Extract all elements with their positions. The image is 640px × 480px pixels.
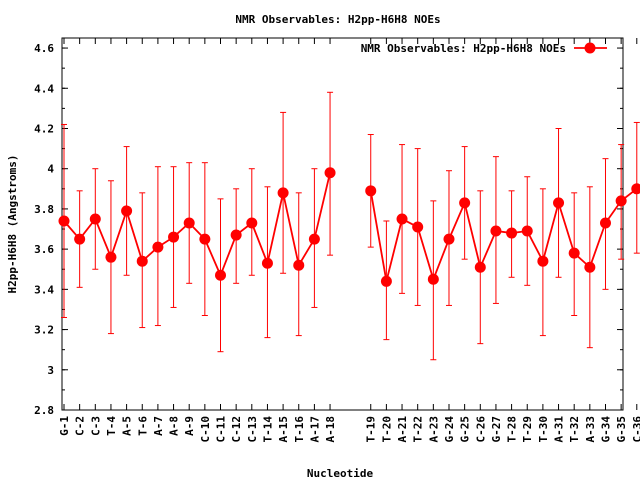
data-point bbox=[121, 205, 133, 217]
y-tick-label: 3.8 bbox=[34, 203, 54, 216]
data-point bbox=[261, 257, 273, 269]
data-point bbox=[599, 217, 611, 229]
data-point bbox=[537, 255, 549, 267]
x-tick-label: C-11 bbox=[215, 416, 228, 443]
x-tick-label: A-9 bbox=[183, 416, 196, 436]
data-point bbox=[215, 269, 226, 281]
data-point bbox=[308, 233, 320, 245]
x-tick-label: T-16 bbox=[293, 416, 306, 443]
y-tick-label: 4.2 bbox=[34, 122, 54, 135]
data-point bbox=[58, 215, 70, 227]
data-point bbox=[615, 195, 627, 207]
data-point bbox=[152, 241, 164, 253]
data-point bbox=[412, 221, 424, 233]
data-point bbox=[74, 233, 86, 245]
legend-marker bbox=[584, 42, 596, 54]
data-point bbox=[490, 225, 502, 237]
x-tick-label: T-28 bbox=[506, 416, 519, 443]
data-point bbox=[427, 273, 439, 285]
plot-frame bbox=[61, 37, 624, 411]
y-tick-label: 4.6 bbox=[34, 42, 54, 55]
y-axis-label: H2pp-H6H8 (Angstroms) bbox=[6, 154, 19, 293]
data-point bbox=[553, 197, 565, 209]
x-tick-label: C-12 bbox=[230, 416, 243, 443]
series-line-segment bbox=[369, 188, 638, 283]
data-point bbox=[521, 225, 533, 237]
x-tick-label: A-5 bbox=[121, 416, 134, 436]
y-tick-label: 2.8 bbox=[34, 404, 54, 417]
y-tick-label: 4.4 bbox=[34, 82, 54, 95]
x-tick-label: A-8 bbox=[168, 416, 181, 436]
x-tick-label: A-7 bbox=[152, 416, 165, 436]
x-tick-label: C-26 bbox=[474, 416, 487, 443]
data-point bbox=[443, 233, 455, 245]
y-tick-label: 4 bbox=[47, 163, 54, 176]
data-point bbox=[459, 197, 471, 209]
x-tick-label: T-14 bbox=[261, 416, 274, 443]
x-tick-label: C-10 bbox=[199, 416, 212, 443]
data-point bbox=[277, 187, 289, 199]
data-point bbox=[199, 233, 211, 245]
x-tick-label: A-18 bbox=[324, 416, 337, 443]
y-tick-label: 3.2 bbox=[34, 324, 54, 337]
x-tick-label: G-25 bbox=[459, 416, 472, 443]
x-tick-label: G-35 bbox=[615, 416, 628, 443]
x-tick-label: C-13 bbox=[246, 416, 259, 443]
data-points bbox=[58, 167, 640, 287]
y-tick-label: 3.6 bbox=[34, 243, 54, 256]
data-point bbox=[105, 251, 117, 263]
data-point bbox=[183, 217, 195, 229]
data-point bbox=[506, 227, 518, 239]
series-line-segment bbox=[63, 172, 331, 278]
data-point bbox=[380, 275, 392, 287]
data-point bbox=[89, 213, 101, 225]
x-tick-label: T-20 bbox=[380, 416, 393, 443]
x-tick-label: C-36 bbox=[631, 416, 640, 443]
data-point bbox=[474, 261, 486, 273]
x-tick-label: T-30 bbox=[537, 416, 550, 443]
data-point bbox=[631, 183, 640, 195]
x-tick-label: A-33 bbox=[584, 416, 597, 443]
x-axis-label: Nucleotide bbox=[307, 467, 374, 480]
x-axis: G-1 C-2 C-3 T-4 A-5 T-6 A-7 A-8 A-9 C-10 C-11 C-12 C… bbox=[58, 38, 640, 443]
x-tick-label: T-32 bbox=[568, 416, 581, 443]
legend: NMR Observables: H2pp-H6H8 NOEs bbox=[361, 42, 607, 55]
x-tick-label: A-15 bbox=[277, 416, 290, 443]
x-tick-label: A-23 bbox=[427, 416, 440, 443]
x-tick-label: T-22 bbox=[412, 416, 425, 443]
legend-label: NMR Observables: H2pp-H6H8 NOEs bbox=[361, 42, 566, 55]
chart-title: NMR Observables: H2pp-H6H8 NOEs bbox=[235, 13, 440, 26]
x-tick-label: A-21 bbox=[396, 416, 409, 443]
x-tick-label: C-2 bbox=[74, 416, 87, 436]
x-tick-label: G-27 bbox=[490, 416, 503, 443]
data-point bbox=[136, 255, 148, 267]
x-tick-label: G-1 bbox=[58, 416, 71, 436]
data-point bbox=[324, 167, 336, 179]
data-point bbox=[246, 217, 258, 229]
x-tick-label: G-34 bbox=[599, 416, 612, 443]
series-lines bbox=[63, 172, 638, 283]
data-point bbox=[168, 231, 180, 243]
y-tick-label: 3.4 bbox=[34, 283, 54, 296]
x-tick-label: A-31 bbox=[553, 416, 566, 443]
data-point bbox=[396, 213, 408, 225]
x-tick-label: T-19 bbox=[365, 416, 378, 443]
x-tick-label: T-29 bbox=[521, 416, 534, 443]
data-point bbox=[365, 185, 377, 197]
data-point bbox=[293, 259, 305, 271]
data-point bbox=[584, 261, 596, 273]
data-point bbox=[230, 229, 242, 241]
x-tick-label: A-17 bbox=[308, 416, 321, 443]
x-tick-label: C-3 bbox=[89, 416, 102, 436]
x-tick-label: T-6 bbox=[136, 416, 149, 436]
y-axis: 2.8 3 3.2 3.4 3.6 3.8 4 4.2 4.4 4.6 bbox=[34, 42, 623, 417]
y-tick-label: 3 bbox=[47, 364, 54, 377]
data-point bbox=[568, 247, 580, 259]
x-tick-label: G-24 bbox=[443, 416, 456, 443]
x-tick-label: T-4 bbox=[105, 416, 118, 436]
